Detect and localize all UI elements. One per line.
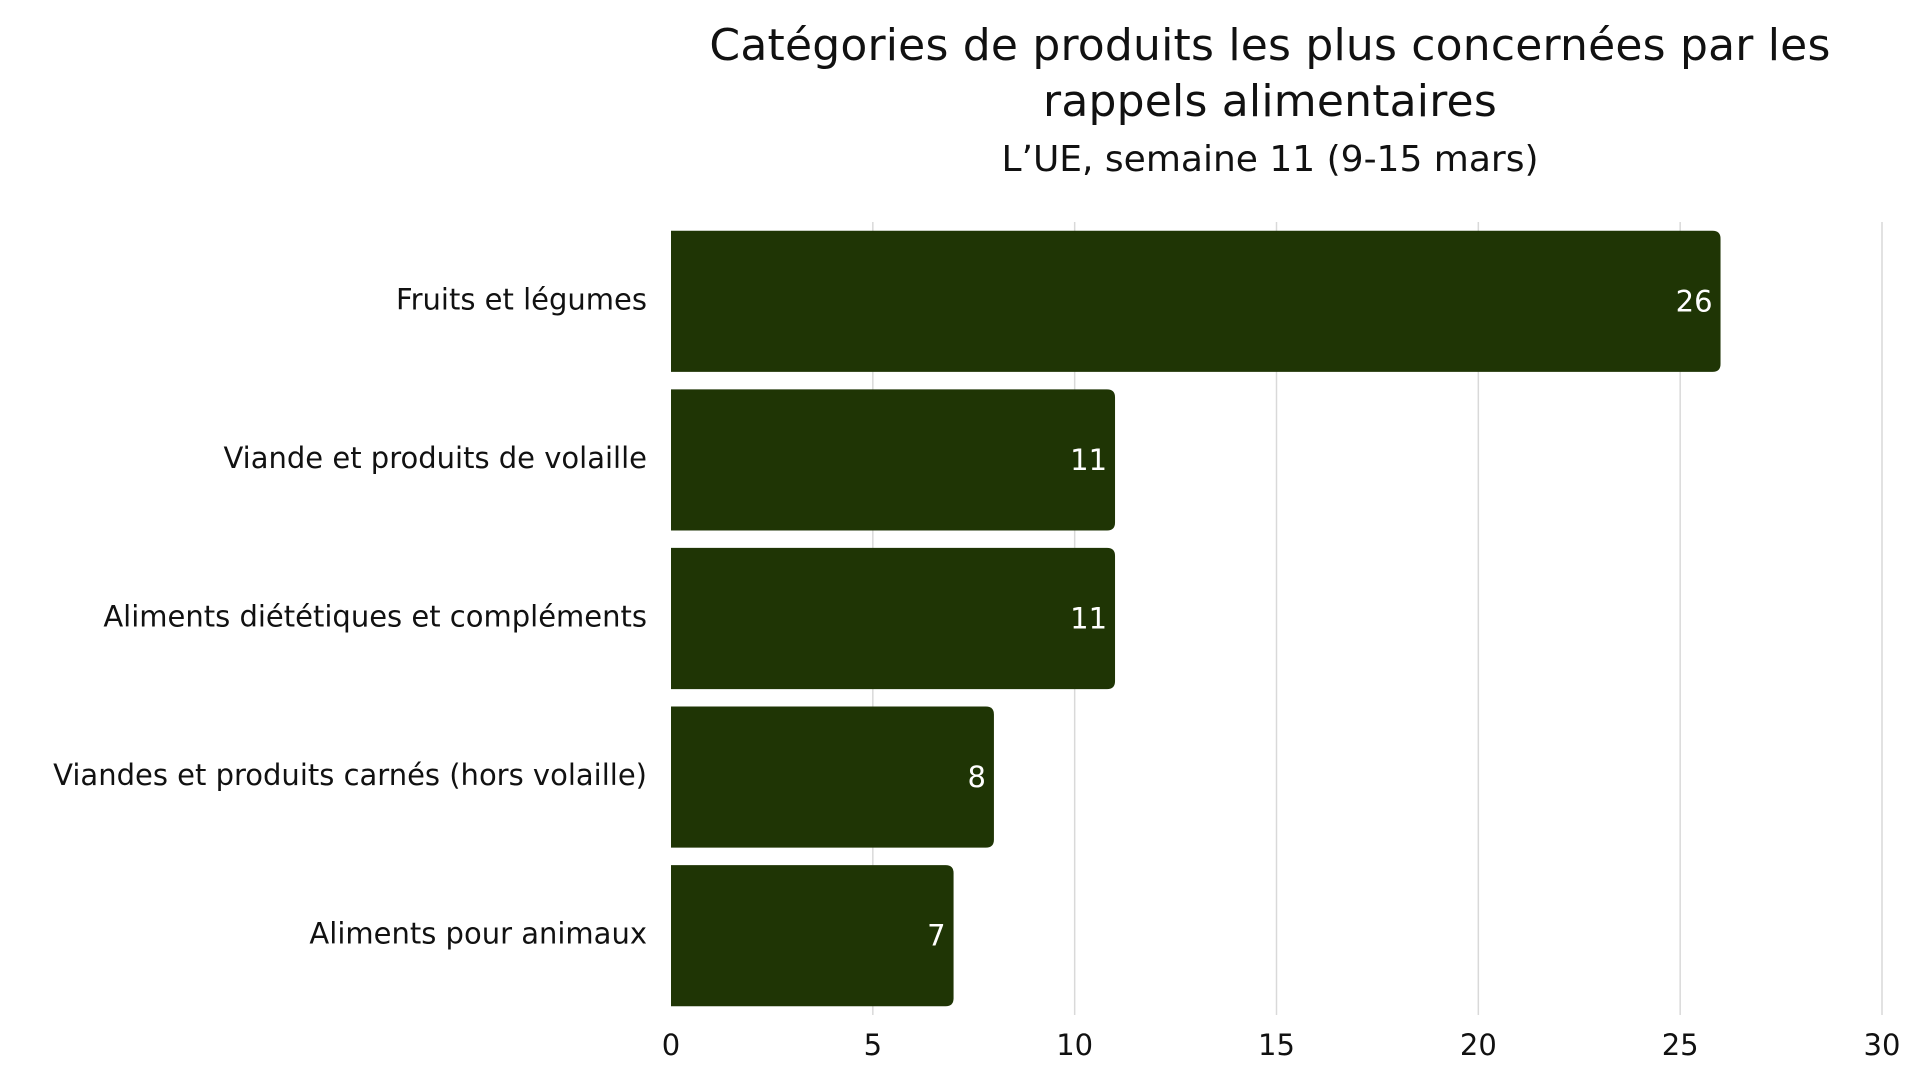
data-label: 11 xyxy=(1070,443,1107,477)
bar xyxy=(671,230,1721,372)
bar xyxy=(671,865,954,1007)
category-label: Aliments pour animaux xyxy=(309,917,647,951)
category-label: Viande et produits de volaille xyxy=(223,441,647,475)
value-labels: 26 11 11 8 7 xyxy=(927,284,1712,952)
chart-subtitle: L’UE, semaine 11 (9-15 mars) xyxy=(1001,139,1539,180)
x-tick-label: 20 xyxy=(1460,1028,1497,1062)
data-label: 11 xyxy=(1070,602,1107,636)
x-tick-label: 10 xyxy=(1056,1028,1093,1062)
x-tick-label: 0 xyxy=(662,1028,680,1062)
category-label: Aliments diététiques et compléments xyxy=(103,600,647,634)
chart-title: Catégories de produits les plus concerné… xyxy=(709,20,1831,127)
category-label: Fruits et légumes xyxy=(396,282,647,316)
category-label: Viandes et produits carnés (hors volaill… xyxy=(53,758,647,792)
category-labels: Fruits et légumes Viande et produits de v… xyxy=(53,282,647,950)
bar xyxy=(671,389,1116,531)
bar xyxy=(671,547,1116,690)
bars xyxy=(671,230,1721,1007)
chart-header: Catégories de produits les plus concerné… xyxy=(670,18,1870,182)
data-label: 26 xyxy=(1676,284,1713,318)
x-tick-label: 5 xyxy=(864,1028,882,1062)
x-tick-label: 30 xyxy=(1864,1028,1901,1062)
data-label: 7 xyxy=(927,919,945,953)
x-tick-label: 25 xyxy=(1662,1028,1699,1062)
bar xyxy=(671,706,994,848)
x-tick-label: 15 xyxy=(1258,1028,1295,1062)
x-axis-ticks: 0 5 10 15 20 25 30 xyxy=(662,1028,1901,1062)
data-label: 8 xyxy=(967,760,985,794)
